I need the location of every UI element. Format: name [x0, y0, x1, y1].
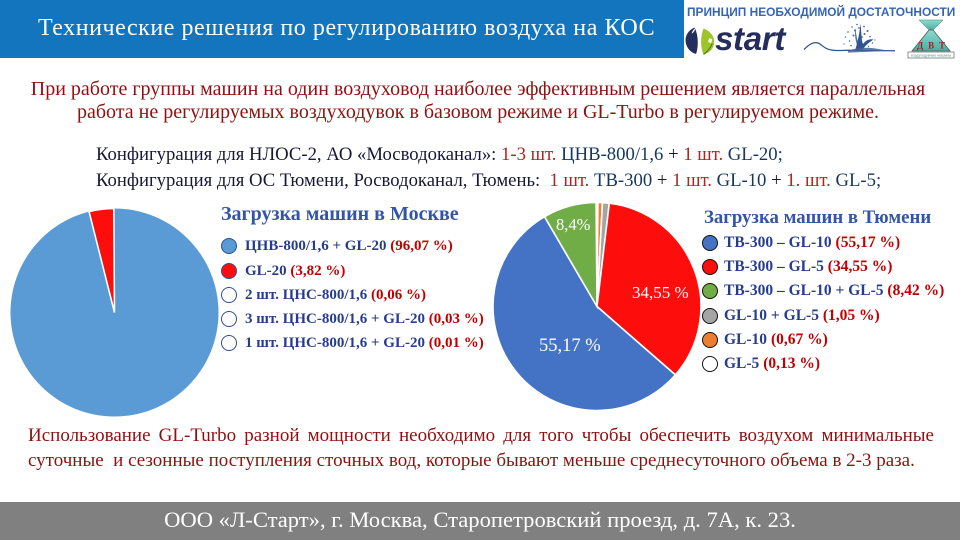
svg-text:воздуходувные машины: воздуходувные машины	[911, 54, 952, 58]
svg-text:ДВТ: ДВТ	[917, 41, 945, 51]
